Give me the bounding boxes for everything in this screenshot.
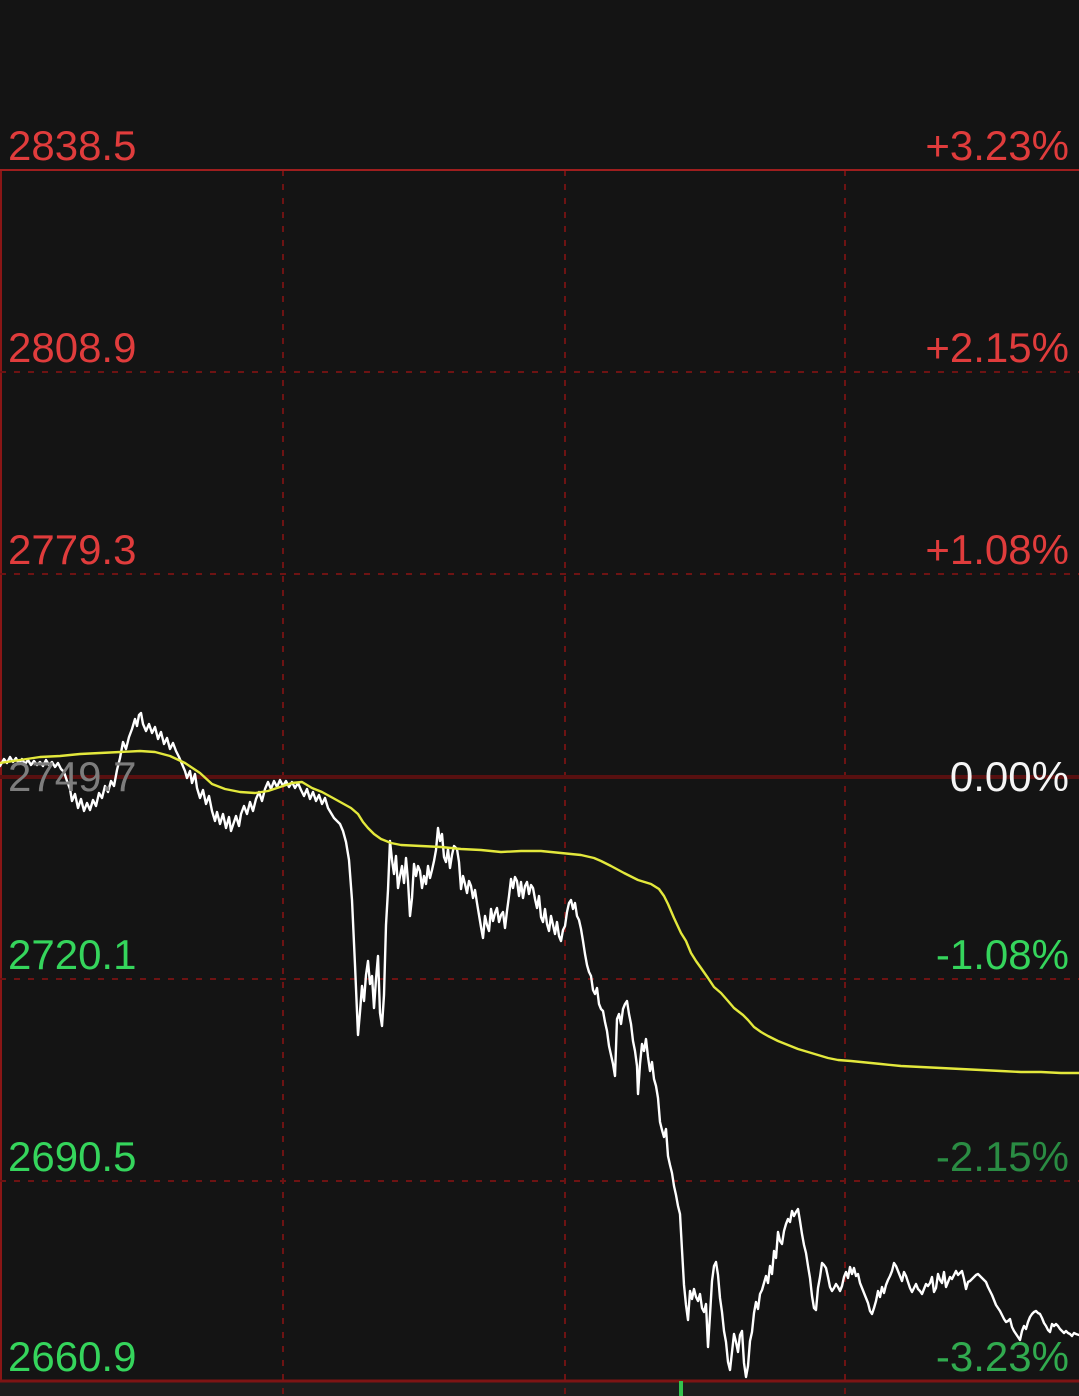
percent-axis-label: 0.00% bbox=[949, 753, 1069, 800]
price-axis-label: 2720.1 bbox=[8, 931, 137, 978]
percent-axis-label: -3.23% bbox=[935, 1333, 1069, 1380]
percent-axis-label: +3.23% bbox=[925, 122, 1069, 169]
volume-bar bbox=[679, 1381, 683, 1396]
volume-pane-strip bbox=[0, 1381, 1079, 1396]
percent-axis-label: +2.15% bbox=[925, 324, 1069, 371]
percent-axis-label: +1.08% bbox=[925, 526, 1069, 573]
price-axis-label: 2690.5 bbox=[8, 1133, 137, 1180]
price-axis-label: 2749.7 bbox=[8, 753, 137, 800]
average-line bbox=[0, 749, 1079, 1075]
price-axis-label: 2808.9 bbox=[8, 324, 137, 371]
price-axis-label: 2779.3 bbox=[8, 526, 137, 573]
percent-axis-label: -2.15% bbox=[935, 1133, 1069, 1180]
price-axis-label: 2838.5 bbox=[8, 122, 137, 169]
percent-axis-label: -1.08% bbox=[935, 931, 1069, 978]
price-line bbox=[0, 711, 1079, 1379]
price-axis-label: 2660.9 bbox=[8, 1333, 137, 1380]
